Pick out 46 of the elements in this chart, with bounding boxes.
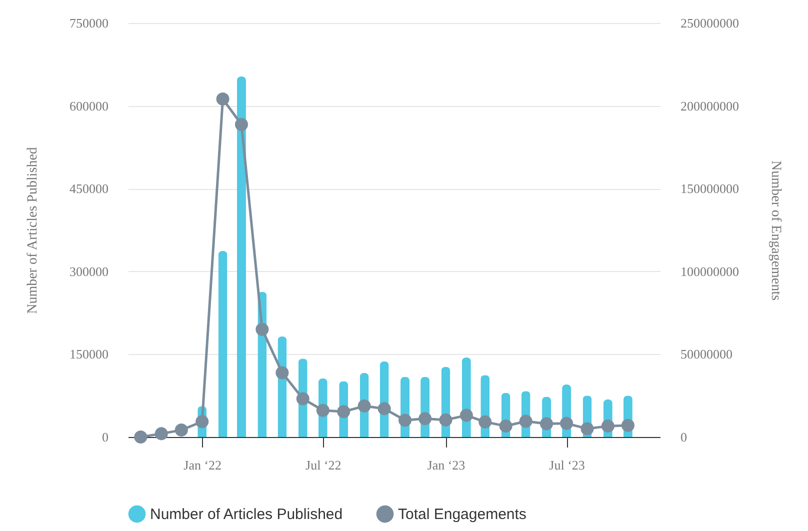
point xyxy=(134,430,148,444)
point xyxy=(337,405,350,418)
point xyxy=(519,414,532,428)
legend-label: Total Engagements xyxy=(398,506,526,524)
x-tick-label: Jan ‘23 xyxy=(427,458,466,472)
point xyxy=(276,366,289,380)
y-tick-label: 450000 xyxy=(70,181,108,196)
point xyxy=(478,415,492,428)
point xyxy=(439,413,452,426)
point xyxy=(256,322,269,336)
point xyxy=(540,417,554,430)
point xyxy=(560,416,574,430)
y2-tick-label: 200000000 xyxy=(680,98,739,114)
point xyxy=(460,408,473,422)
y2-tick-label: 100000000 xyxy=(680,264,739,279)
y2-tick-label: 150000000 xyxy=(680,181,739,196)
y-tick-label: 300000 xyxy=(70,264,108,279)
point xyxy=(196,415,209,428)
point xyxy=(358,400,371,413)
point xyxy=(621,418,634,432)
point xyxy=(580,422,594,436)
bar xyxy=(218,250,228,437)
point xyxy=(154,427,168,440)
point xyxy=(378,402,391,416)
point xyxy=(398,414,412,427)
y2-tick-label: 250000000 xyxy=(680,16,739,30)
point xyxy=(601,420,614,433)
y2-tick-label: 0 xyxy=(680,430,687,444)
point xyxy=(418,412,432,426)
x-tick-label: Jul ‘22 xyxy=(306,458,342,472)
y-tick-label: 750000 xyxy=(70,16,108,30)
point xyxy=(234,118,248,132)
y2-tick-label: 50000000 xyxy=(680,346,732,362)
y-tick-label: 600000 xyxy=(70,98,108,114)
legend-label: Number of Articles Published xyxy=(150,506,343,524)
y-tick-label: 150000 xyxy=(70,346,108,362)
y-tick-label: 0 xyxy=(102,430,108,444)
y-axis-title: Number of Articles Published xyxy=(26,147,40,314)
x-tick-label: Jul ‘23 xyxy=(549,458,585,472)
x-tick-label: Jan ‘22 xyxy=(184,458,222,472)
point xyxy=(499,420,512,433)
point xyxy=(296,392,310,406)
point xyxy=(216,92,230,106)
point xyxy=(174,424,188,437)
point xyxy=(316,404,330,417)
y2-axis-title: Number of Engagements xyxy=(768,160,783,300)
